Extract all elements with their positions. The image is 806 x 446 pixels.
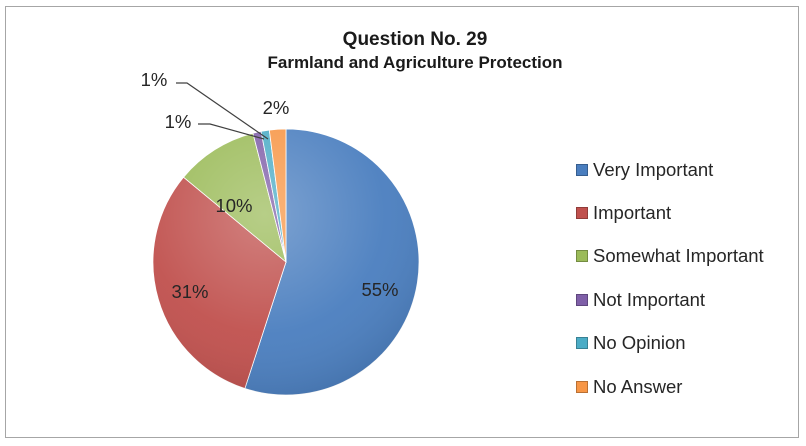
leader-line-not-important xyxy=(198,123,265,140)
legend-label: No Answer xyxy=(593,375,683,397)
legend-swatch xyxy=(576,207,588,220)
chart-legend: Very Important Important Somewhat Importan… xyxy=(576,148,764,408)
legend-swatch xyxy=(576,337,588,350)
legend-label: Not Important xyxy=(593,288,706,310)
legend-swatch xyxy=(576,293,588,306)
legend-swatch xyxy=(576,250,588,263)
legend-label: Very Important xyxy=(593,158,714,180)
legend-label: Important xyxy=(593,202,672,224)
legend-label: No Opinion xyxy=(593,332,686,354)
data-label-no-answer: 2% xyxy=(263,97,290,118)
chart-subtitle: Farmland and Agriculture Protection xyxy=(267,53,563,72)
legend-item-somewhat-important: Somewhat Important xyxy=(576,235,764,278)
data-label-very-important: 55% xyxy=(361,279,398,300)
data-label-no-opinion: 1% xyxy=(141,69,168,90)
data-label-not-important: 1% xyxy=(165,111,192,132)
legend-swatch xyxy=(576,380,588,393)
leader-line-no-opinion xyxy=(176,82,269,140)
legend-item-no-answer: No Answer xyxy=(576,365,764,408)
chart-title-block: Question No. 29 Farmland and Agriculture… xyxy=(230,28,600,74)
legend-item-important: Important xyxy=(576,191,764,234)
legend-item-not-important: Not Important xyxy=(576,278,764,321)
data-label-important: 31% xyxy=(171,281,208,302)
legend-label: Somewhat Important xyxy=(593,245,764,267)
data-label-somewhat-important: 10% xyxy=(215,195,252,216)
legend-item-no-opinion: No Opinion xyxy=(576,322,764,365)
legend-item-very-important: Very Important xyxy=(576,148,764,191)
legend-swatch xyxy=(576,163,588,176)
chart-title: Question No. 29 xyxy=(342,29,488,50)
